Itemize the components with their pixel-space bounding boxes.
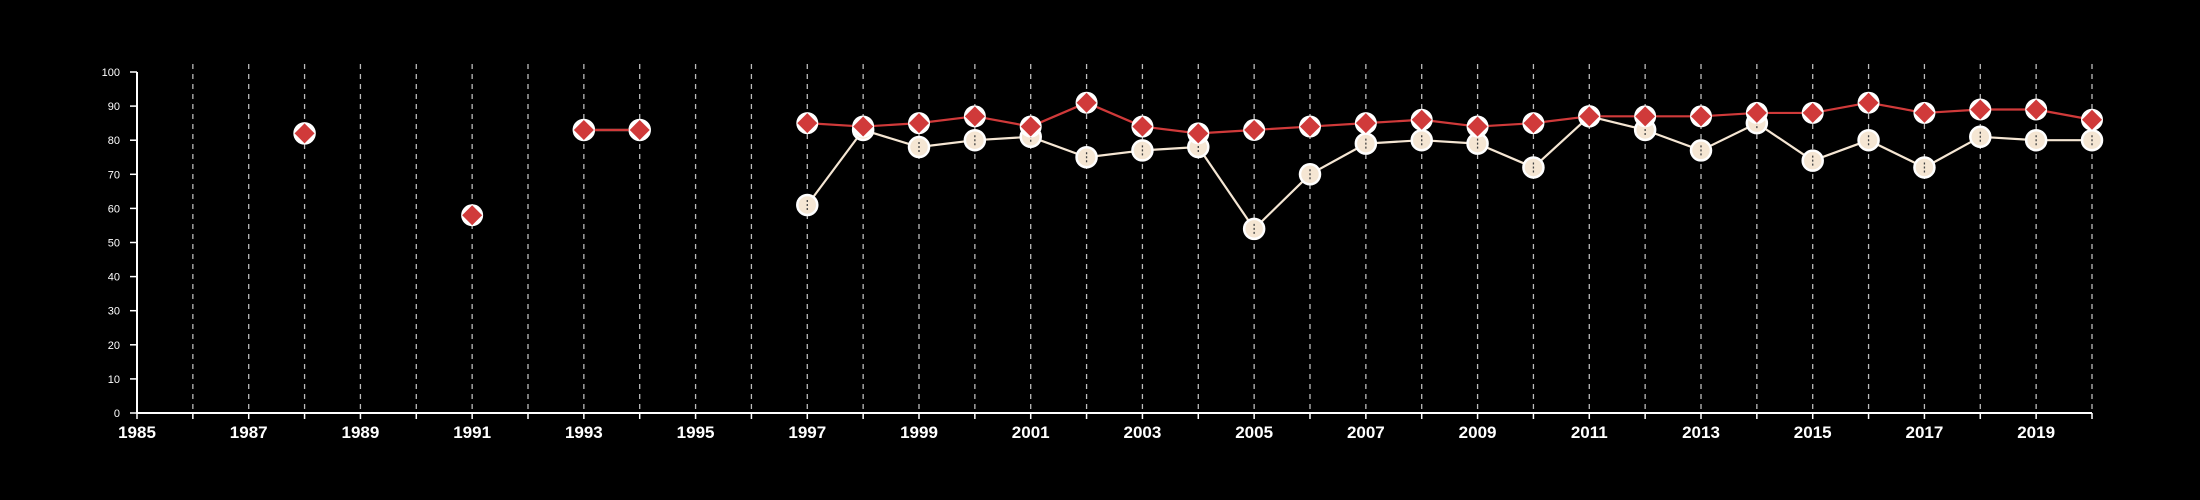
data-point [1244,119,1265,140]
data-point [797,113,818,134]
y-tick-label: 10 [108,374,120,386]
data-point [909,113,929,134]
y-tick-label: 80 [108,135,120,147]
y-tick-label: 0 [114,408,120,420]
y-tick-label: 40 [108,272,120,284]
data-point [1579,106,1600,127]
x-tick-label: 2007 [1347,423,1385,442]
x-tick-label: 1997 [788,423,826,442]
data-point [1914,102,1935,123]
x-tick-label: 2011 [1571,423,1608,442]
data-point [1411,109,1432,130]
data-point [1691,106,1711,127]
data-series [293,91,2104,241]
x-tick-label: 1993 [565,423,603,442]
data-point [1523,113,1544,134]
x-tick-label: 2005 [1235,423,1273,442]
x-tick-label: 2017 [1906,423,1944,442]
data-point [1132,116,1153,137]
y-tick-label: 70 [108,169,120,181]
data-point [1802,102,1823,123]
x-tick-label: 1995 [677,423,715,442]
data-point [1300,116,1320,137]
y-tick-label: 100 [102,67,120,79]
x-tick-label: 2019 [2017,423,2055,442]
series-diamond [293,91,2103,227]
data-point [1467,116,1488,137]
data-point [1970,99,1991,120]
data-point [1076,92,1097,113]
series-line-segment [806,129,865,206]
data-point [853,116,874,137]
x-tick-label: 2003 [1124,423,1162,442]
data-point [573,119,594,140]
x-tick-label: 1985 [118,423,156,442]
data-point [462,205,483,226]
data-point [2082,109,2102,130]
x-tick-label: 1987 [230,423,268,442]
data-point [1635,106,1656,127]
data-point [629,119,650,140]
data-point [1355,113,1376,134]
x-tick-label: 2013 [1682,423,1720,442]
y-tick-label: 60 [108,203,120,215]
data-point [1746,102,1767,123]
y-tick-label: 50 [108,238,120,250]
data-point [1020,116,1041,137]
data-point [1188,123,1209,144]
axes: 0 10 20 30 40 50 60 70 80 90 100 1985 1987 1989 1991 19… [102,67,2093,442]
y-tick-label: 90 [108,101,120,113]
series-line-segment [1532,115,1591,169]
y-tick-label: 20 [108,340,120,352]
series-line-segment [1253,173,1311,230]
x-tick-label: 1991 [453,423,491,442]
x-tick-label: 1989 [342,423,380,442]
series-line-segment [1197,146,1256,230]
data-point [964,106,985,127]
data-point [294,123,315,144]
x-tick-label: 2001 [1012,423,1050,442]
x-tick-label: 2009 [1459,423,1497,442]
grid-lines [192,64,2093,413]
data-point [1858,92,1879,113]
x-tick-label: 2015 [1794,423,1832,442]
data-point [2026,99,2047,120]
x-tick-label: 1999 [900,423,938,442]
y-tick-label: 30 [108,306,120,318]
